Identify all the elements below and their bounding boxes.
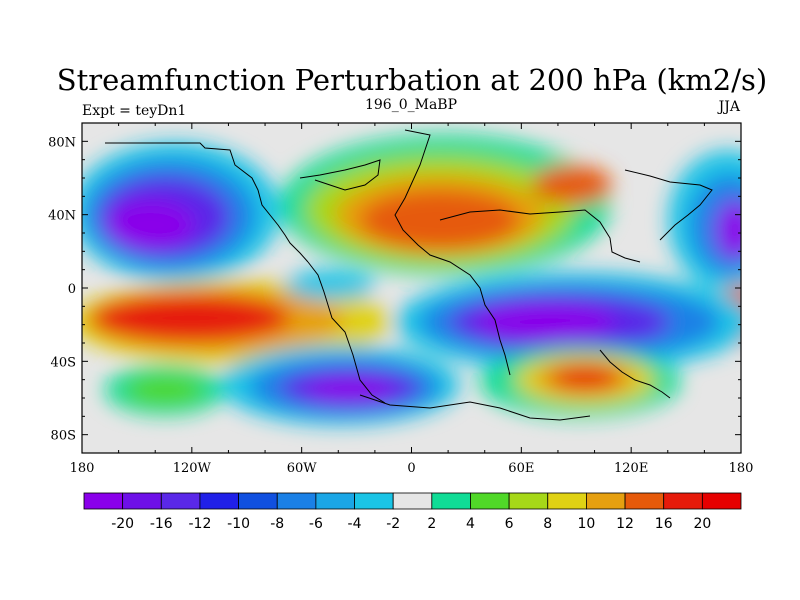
colorbar-swatch xyxy=(122,492,162,510)
colorbar-label: 2 xyxy=(427,516,436,532)
colorbar-swatch xyxy=(547,492,587,510)
coast-asia xyxy=(439,209,641,263)
x-tick-label: 60E xyxy=(508,461,534,476)
colorbar-label: -4 xyxy=(348,516,362,532)
coast-greenland xyxy=(299,159,381,191)
x-tick-label: 120E xyxy=(614,461,648,476)
y-tick-label: 80N xyxy=(48,135,76,150)
map-panel: 180 120W 60W 0 60E 120E 180 80N 40N 0 40S 80S xyxy=(48,122,753,476)
y-tick-label: 40S xyxy=(51,355,76,370)
coast-kamchatka xyxy=(624,169,713,241)
x-tick-label: 180 xyxy=(70,461,95,476)
coast-antarctica xyxy=(359,394,591,421)
colorbar-label: 4 xyxy=(466,516,475,532)
y-tick-label: 40N xyxy=(48,209,76,224)
colorbar-label: 8 xyxy=(543,516,552,532)
axes: 180 120W 60W 0 60E 120E 180 80N 40N 0 40S 80S xyxy=(48,123,753,476)
colorbar-swatch xyxy=(586,492,626,510)
colorbar-label: 20 xyxy=(693,516,711,532)
colorbar-label: 16 xyxy=(655,516,673,532)
colorbar-swatch xyxy=(354,492,394,510)
nh-northeast-high xyxy=(532,165,612,205)
colorbar-label: -16 xyxy=(150,516,173,532)
y-tick-label: 0 xyxy=(68,282,76,297)
colorbar-swatch xyxy=(663,492,703,510)
coastlines xyxy=(105,129,713,421)
coast-australia xyxy=(599,349,671,399)
colorbar: -20 -16 -12 -10 -8 -6 -4 -2 2 4 6 8 10 12 16 20 xyxy=(83,492,742,532)
chart-title: Streamfunction Perturbation at 200 hPa (… xyxy=(57,63,767,97)
colorbar-label: -20 xyxy=(111,516,134,532)
sh-pacific-high-core xyxy=(90,293,290,343)
colorbar-label: -2 xyxy=(386,516,400,532)
colorbar-label: 6 xyxy=(505,516,514,532)
colorbar-swatch xyxy=(701,492,742,510)
colorbar-label: -6 xyxy=(309,516,323,532)
colorbar-swatch xyxy=(392,492,433,510)
subtitle-left: Expt = teyDn1 xyxy=(82,103,186,119)
sh-indian-low-core xyxy=(475,304,615,340)
eq-small-low xyxy=(285,270,375,300)
coast-south-america xyxy=(307,261,386,404)
colorbar-swatch xyxy=(508,492,549,510)
colorbar-label: -10 xyxy=(227,516,250,532)
streamfunction-field xyxy=(82,135,741,425)
colorbar-label: -12 xyxy=(189,516,212,532)
colorbar-swatch xyxy=(199,492,239,510)
x-tick-label: 0 xyxy=(407,461,415,476)
coast-europe-africa xyxy=(394,129,511,376)
colorbar-swatch xyxy=(238,492,278,510)
subtitle-center: 196_0_MaBP xyxy=(365,97,457,113)
coast-north-america xyxy=(105,142,309,263)
colorbar-label: -8 xyxy=(270,516,284,532)
colorbar-swatch xyxy=(315,492,355,510)
colorbar-label: 12 xyxy=(616,516,634,532)
colorbar-swatch xyxy=(470,492,510,510)
nh-east-low-core xyxy=(715,200,741,260)
field-blobs xyxy=(82,135,741,425)
subtitle-right: JJA xyxy=(717,99,741,115)
x-tick-label: 120W xyxy=(173,461,212,476)
colorbar-label: 10 xyxy=(577,516,595,532)
x-tick-label: 180 xyxy=(729,461,754,476)
colorbar-swatch xyxy=(160,492,201,510)
s-atlantic-low-core xyxy=(305,378,395,402)
y-tick-label: 80S xyxy=(51,429,76,444)
colorbar-swatch xyxy=(624,492,665,510)
colorbar-swatch xyxy=(431,492,471,510)
x-tick-label: 60W xyxy=(287,461,318,476)
colorbar-swatch xyxy=(83,492,124,510)
s-indian-high-core xyxy=(550,366,620,390)
s-pacific-small-high-core xyxy=(125,375,205,405)
nh-pacific-low-core xyxy=(105,200,195,250)
colorbar-swatch xyxy=(276,492,317,510)
